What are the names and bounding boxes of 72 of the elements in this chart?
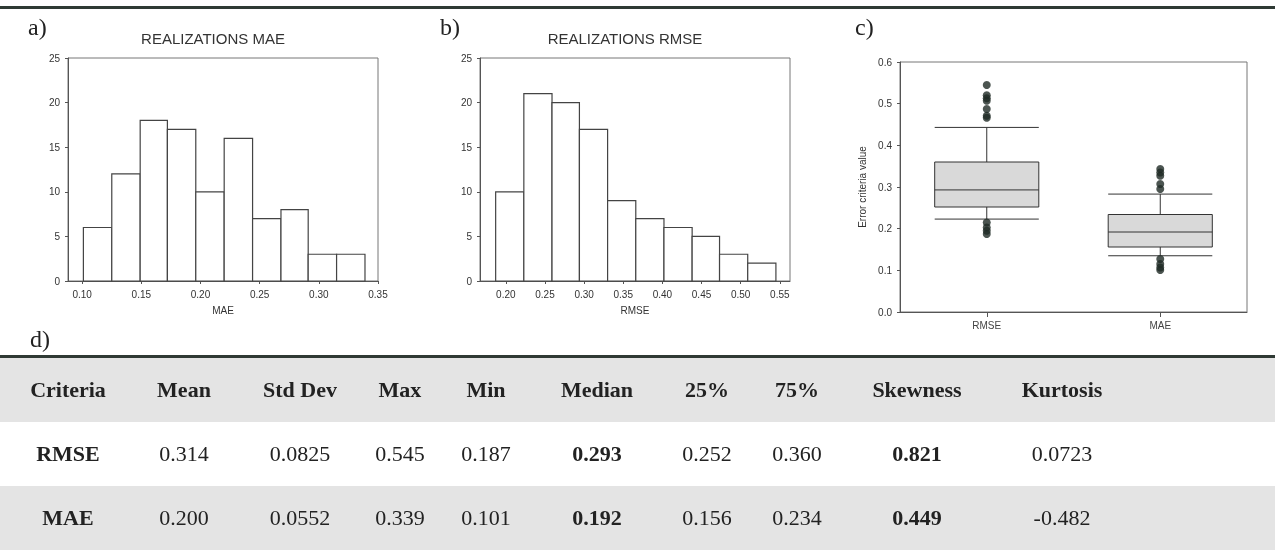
- text: Max: [377, 377, 423, 403]
- text: b): [440, 14, 460, 41]
- y-tick-label: 0.3: [878, 181, 893, 193]
- x-tick-label: 0.25: [249, 288, 270, 300]
- text: RMSE: [35, 441, 101, 467]
- y-tick-label: 20: [48, 97, 61, 109]
- y-tick-label: 0.2: [878, 223, 893, 235]
- x-tick-label: 0.15: [131, 288, 152, 300]
- y-tick-label: 25: [48, 52, 61, 64]
- text: Skewness: [871, 377, 963, 403]
- x-tick-label: 0.30: [309, 288, 330, 300]
- x-tick-label: 0.25: [535, 288, 556, 300]
- y-axis-title: Error criteria value: [856, 145, 868, 228]
- text: 0.360: [771, 441, 823, 467]
- text: 0.252: [681, 441, 733, 467]
- text: 0.187: [460, 441, 512, 467]
- chart-title: REALIZATIONS RMSE: [547, 30, 703, 47]
- x-tick-label: 0.40: [652, 288, 673, 300]
- y-tick-label: 10: [460, 186, 473, 198]
- text: a): [28, 14, 47, 41]
- text: 75%: [774, 377, 820, 403]
- text: 0.200: [158, 505, 210, 531]
- text: 0.314: [158, 441, 210, 467]
- text: 0.0825: [268, 441, 332, 467]
- x-tick-label: 0.30: [574, 288, 595, 300]
- text: Std Dev: [262, 377, 338, 403]
- text: 0.293: [571, 441, 623, 467]
- text: 0.449: [891, 505, 943, 531]
- x-axis-title: RMSE: [620, 304, 650, 316]
- y-tick-label: 0.4: [878, 139, 893, 151]
- text: 0.339: [374, 505, 426, 531]
- text: Criteria: [29, 377, 107, 403]
- text: Kurtosis: [1020, 377, 1104, 403]
- x-tick-label: 0.45: [691, 288, 712, 300]
- x-tick-label: 0.10: [72, 288, 93, 300]
- x-tick-label: 0.35: [368, 288, 389, 300]
- x-axis-title: MAE: [212, 304, 235, 316]
- chart-title: REALIZATIONS MAE: [141, 30, 285, 47]
- text: 25%: [684, 377, 730, 403]
- text: c): [855, 14, 874, 41]
- x-tick-label: 0.50: [730, 288, 751, 300]
- y-tick-label: 0.6: [878, 56, 893, 68]
- text: 0.192: [571, 505, 623, 531]
- text: 0.545: [374, 441, 426, 467]
- text: -0.482: [1032, 505, 1092, 531]
- y-tick-label: 20: [460, 97, 473, 109]
- y-tick-label: 15: [460, 141, 473, 153]
- y-tick-label: 15: [48, 141, 61, 153]
- text: Mean: [156, 377, 212, 403]
- x-tick-label: 0.20: [496, 288, 516, 300]
- text: Median: [559, 377, 635, 403]
- y-tick-label: 10: [48, 186, 61, 198]
- text: d): [30, 326, 50, 353]
- text: Min: [465, 377, 507, 403]
- text: 0.0552: [268, 505, 332, 531]
- y-tick-label: 5: [466, 230, 473, 242]
- text: 0.0723: [1030, 441, 1094, 467]
- y-tick-label: 5: [54, 230, 61, 242]
- y-tick-label: 0.0: [878, 306, 893, 318]
- text: 0.156: [681, 505, 733, 531]
- x-tick-label: 0.55: [770, 288, 790, 300]
- x-tick-label: 0.20: [190, 288, 211, 300]
- text: MAE: [41, 505, 95, 531]
- y-tick-label: 0.5: [878, 98, 893, 110]
- y-tick-label: 25: [460, 52, 473, 64]
- y-tick-label: 0: [54, 275, 61, 287]
- text: 0.234: [771, 505, 823, 531]
- y-tick-label: 0: [466, 275, 473, 287]
- x-tick-label: 0.35: [613, 288, 634, 300]
- text: 0.821: [891, 441, 943, 467]
- text: 0.101: [460, 505, 512, 531]
- y-tick-label: 0.1: [878, 264, 893, 276]
